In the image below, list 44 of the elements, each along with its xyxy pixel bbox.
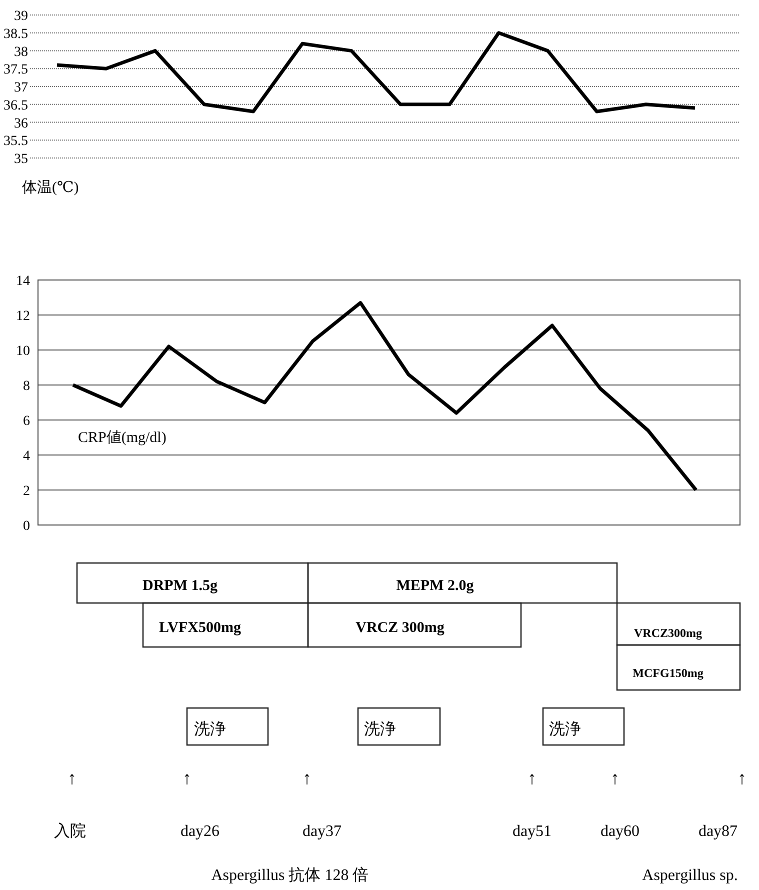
text: VRCZ300mg [634, 626, 702, 640]
text: MCFG150mg [632, 666, 704, 680]
y-tick-label: 38 [14, 44, 28, 60]
y-tick-label: 37.5 [4, 62, 28, 78]
text: 入院 [54, 822, 86, 840]
text: ↑ [302, 768, 312, 788]
y-tick-label: 6 [23, 414, 30, 429]
text: day60 [600, 823, 640, 840]
y-tick-label: 14 [16, 274, 30, 289]
text: ↑ [528, 768, 536, 788]
line-series [55, 31, 697, 114]
y-tick-label: 2 [23, 484, 30, 499]
text: ↑ [182, 768, 192, 788]
y-tick-label: 35.5 [4, 134, 28, 150]
text: Aspergillus 抗体 128 倍 [211, 866, 369, 884]
text: ↑ [68, 768, 76, 788]
y-tick-label: 8 [23, 379, 30, 394]
line-series [71, 301, 698, 492]
text: day26 [180, 823, 220, 840]
text: ↑ [610, 768, 620, 788]
text: day87 [698, 823, 738, 840]
y-tick-label: 36.5 [4, 98, 28, 114]
y-tick-label: 35 [14, 152, 28, 167]
text: DRPM 1.5g [142, 578, 218, 594]
text: VRCZ 300mg [356, 620, 445, 636]
text: 洗浄 [194, 720, 226, 738]
text: LVFX500mg [159, 620, 242, 636]
text: ↑ [738, 768, 746, 788]
y-axis-title: CRP値(mg/dl) [78, 429, 166, 446]
y-tick-label: 10 [16, 344, 30, 359]
text: day51 [512, 823, 552, 840]
y-tick-label: 39 [14, 9, 28, 24]
y-tick-label: 37 [14, 80, 28, 96]
text: 洗浄 [549, 720, 581, 738]
text: day37 [302, 823, 342, 840]
text: MEPM 2.0g [396, 578, 474, 594]
text: 洗浄 [364, 720, 396, 738]
y-tick-label: 12 [16, 309, 30, 324]
y-tick-label: 38.5 [4, 26, 28, 42]
y-tick-label: 0 [23, 519, 30, 534]
text: Aspergillus sp. [642, 867, 738, 884]
text: 体温(℃) [22, 179, 79, 196]
y-tick-label: 36 [14, 116, 28, 132]
y-tick-label: 4 [23, 449, 30, 464]
